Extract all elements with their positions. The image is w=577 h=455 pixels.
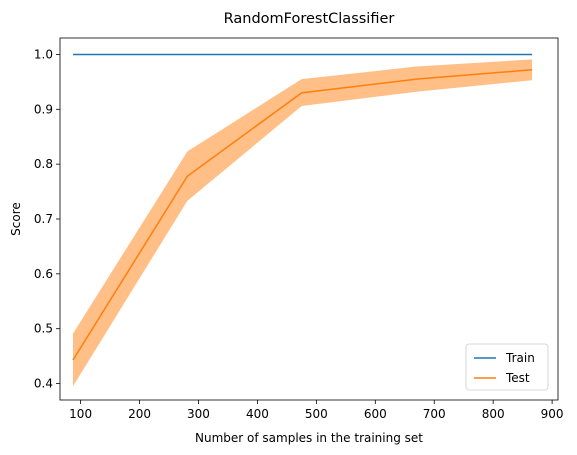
- plot-area: [72, 53, 533, 387]
- series-test-confidence-band: [72, 59, 533, 387]
- y-tick-label: 0.4: [34, 377, 53, 391]
- y-tick-label: 0.5: [34, 322, 53, 336]
- y-tick-label: 0.9: [34, 102, 53, 116]
- x-tick-label: 100: [69, 407, 92, 421]
- legend-label-train: Train: [505, 351, 535, 365]
- y-tick-label: 1.0: [34, 47, 53, 61]
- x-axis-label: Number of samples in the training set: [195, 431, 423, 445]
- x-tick-label: 200: [128, 407, 151, 421]
- x-tick-label: 600: [364, 407, 387, 421]
- x-tick-label: 800: [482, 407, 505, 421]
- x-tick-label: 900: [541, 407, 564, 421]
- x-tick-label: 500: [305, 407, 328, 421]
- x-tick-label: 700: [423, 407, 446, 421]
- x-tick-label: 300: [187, 407, 210, 421]
- chart-title: RandomForestClassifier: [224, 11, 395, 27]
- legend: Train Test: [465, 343, 549, 391]
- y-tick-label: 0.8: [34, 157, 53, 171]
- y-tick-label: 0.6: [34, 267, 53, 281]
- y-axis-label: Score: [9, 202, 23, 236]
- y-axis-ticks: 0.4 0.5 0.6 0.7 0.8 0.9 1.0: [34, 47, 60, 391]
- legend-label-test: Test: [505, 371, 530, 385]
- x-tick-label: 400: [246, 407, 269, 421]
- series-test-line: [72, 69, 533, 361]
- y-tick-label: 0.7: [34, 212, 53, 226]
- x-axis-ticks: 100 200 300 400 500 600 700 800 900: [69, 400, 564, 421]
